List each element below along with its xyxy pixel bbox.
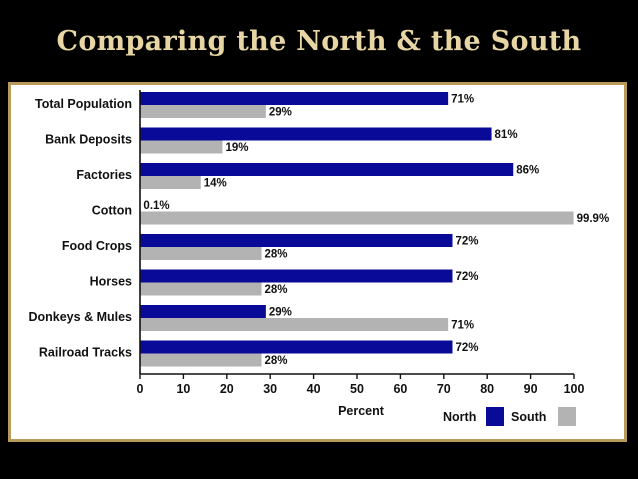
data-label-south-horses: 28% <box>265 284 288 296</box>
x-axis-title: Percent <box>338 404 385 418</box>
legend-swatch-south <box>558 407 576 426</box>
x-tick-label-40: 40 <box>307 382 321 396</box>
data-label-north-donkeys-and-mules: 29% <box>269 307 292 319</box>
bar-north-factories <box>140 163 514 176</box>
data-label-south-food-crops: 28% <box>265 249 288 261</box>
category-label-bank-deposits: Bank Deposits <box>45 133 132 147</box>
data-label-south-cotton: 99.9% <box>577 213 610 225</box>
x-tick-label-10: 10 <box>176 382 190 396</box>
category-label-horses: Horses <box>90 275 132 289</box>
bar-north-horses <box>140 269 453 283</box>
data-label-north-horses: 72% <box>455 271 478 283</box>
data-label-north-food-crops: 72% <box>455 236 478 248</box>
category-label-total-population: Total Population <box>35 97 132 111</box>
legend-label-south: South <box>511 410 546 424</box>
data-label-south-donkeys-and-mules: 71% <box>451 320 474 332</box>
bar-north-donkeys-and-mules <box>140 305 266 318</box>
slide-title: Comparing the North & the South <box>56 26 582 57</box>
x-tick-label-100: 100 <box>564 382 585 396</box>
bar-south-food-crops <box>140 247 262 260</box>
bar-south-bank-deposits <box>140 140 223 154</box>
bar-north-bank-deposits <box>140 127 492 141</box>
x-tick-label-60: 60 <box>393 382 407 396</box>
bar-south-cotton <box>140 211 574 225</box>
x-tick-label-20: 20 <box>220 382 234 396</box>
bar-south-horses <box>140 282 262 296</box>
bar-north-food-crops <box>140 234 453 247</box>
category-label-cotton: Cotton <box>92 204 132 218</box>
x-tick-label-0: 0 <box>137 382 144 396</box>
data-label-north-factories: 86% <box>516 165 539 177</box>
legend-label-north: North <box>443 410 476 424</box>
bar-south-total-population <box>140 105 266 118</box>
data-label-south-railroad-tracks: 28% <box>265 355 288 367</box>
bar-south-railroad-tracks <box>140 353 262 367</box>
data-label-north-cotton: 0.1% <box>143 200 169 212</box>
legend-swatch-north <box>486 407 504 426</box>
bar-chart: Total Population 71% 29% Bank Deposits 81% 19… <box>28 90 610 426</box>
x-tick-label-90: 90 <box>524 382 538 396</box>
bar-north-total-population <box>140 92 449 105</box>
category-label-factories: Factories <box>76 168 132 182</box>
data-label-north-bank-deposits: 81% <box>495 129 518 141</box>
x-tick-label-50: 50 <box>350 382 364 396</box>
x-tick-label-70: 70 <box>437 382 451 396</box>
data-label-north-total-population: 71% <box>451 94 474 106</box>
x-tick-label-80: 80 <box>480 382 494 396</box>
bar-south-donkeys-and-mules <box>140 318 449 331</box>
bar-south-factories <box>140 176 201 189</box>
data-label-north-railroad-tracks: 72% <box>455 342 478 354</box>
x-tick-label-30: 30 <box>263 382 277 396</box>
data-label-south-total-population: 29% <box>269 107 292 119</box>
data-label-south-factories: 14% <box>204 178 227 190</box>
category-label-railroad-tracks: Railroad Tracks <box>39 346 132 360</box>
data-label-south-bank-deposits: 19% <box>225 142 248 154</box>
category-label-food-crops: Food Crops <box>62 239 132 253</box>
category-label-donkeys-and-mules: Donkeys & Mules <box>28 310 132 324</box>
chart-frame: Total Population 71% 29% Bank Deposits 81% 19… <box>8 82 627 442</box>
bar-north-railroad-tracks <box>140 340 453 354</box>
